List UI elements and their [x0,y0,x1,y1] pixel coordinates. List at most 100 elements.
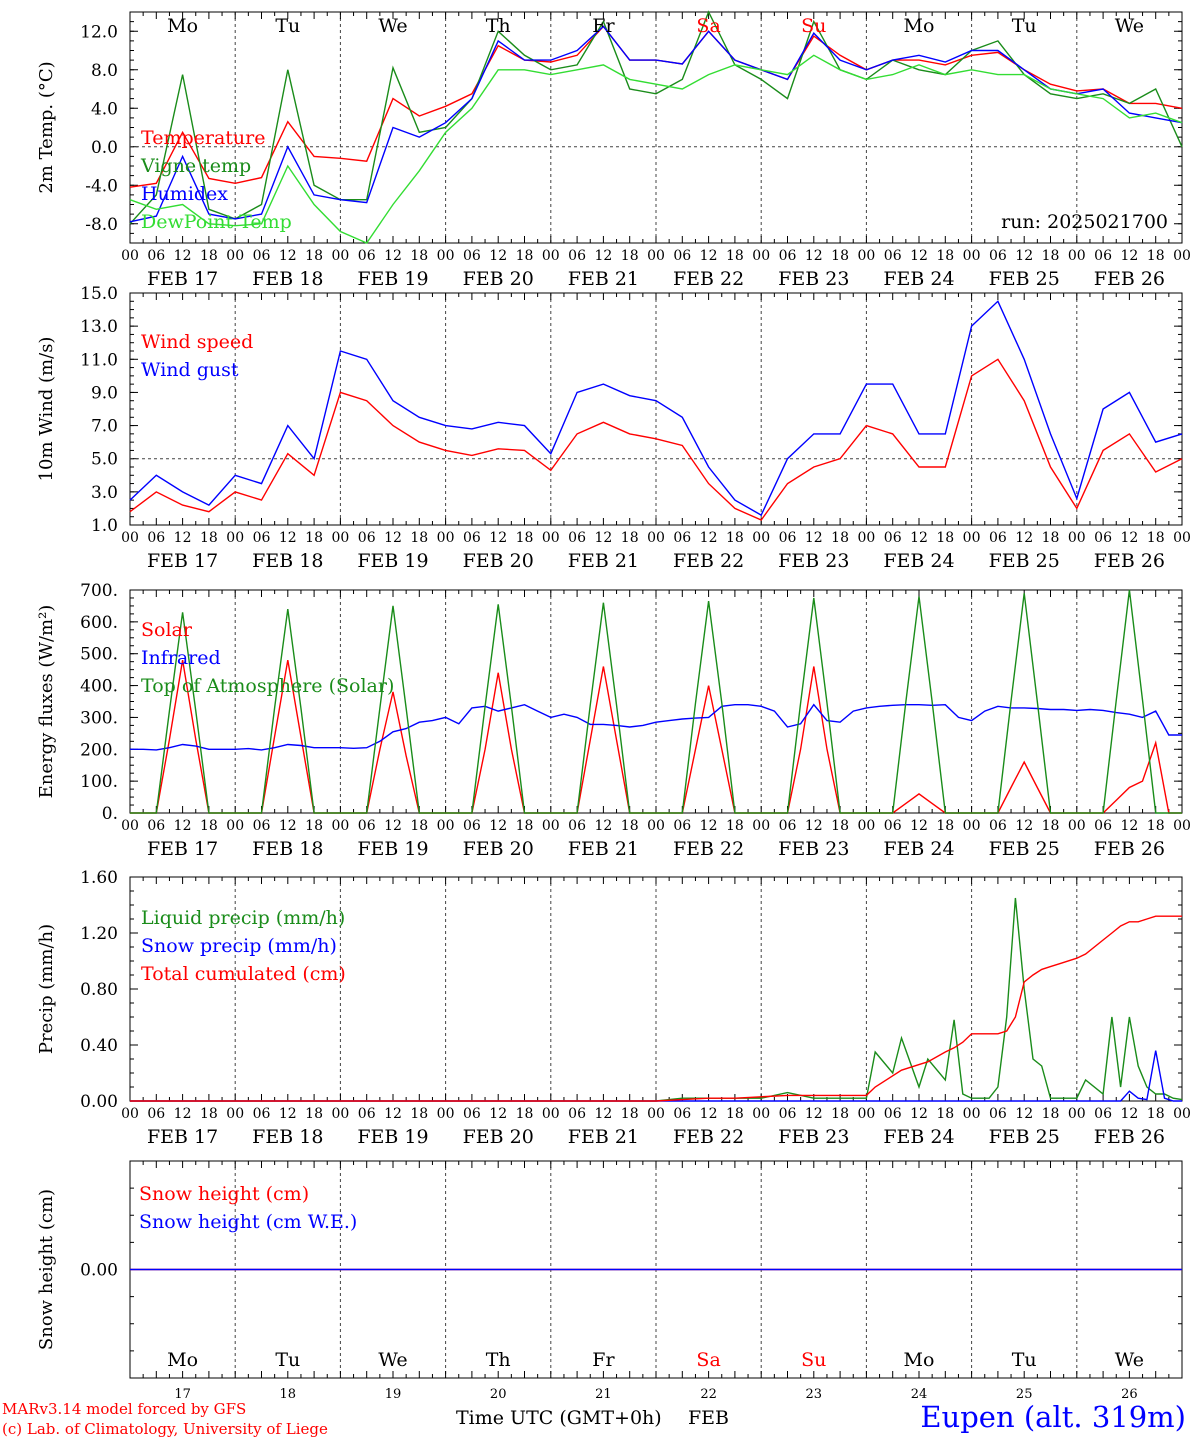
date-label: FEB 23 [778,1126,849,1148]
date-label: FEB 26 [1094,550,1165,572]
date-label: FEB 17 [147,268,218,290]
hour-label: 06 [884,248,902,264]
hour-label: 18 [200,530,218,546]
legend-entry: Total cumulated (cm) [141,963,346,985]
y-tick-label: 7.0 [91,417,118,437]
hour-label: 12 [805,818,823,834]
date-label: FEB 18 [252,550,323,572]
hour-label: 00 [437,818,455,834]
hour-label: 06 [779,1106,797,1122]
legend-entry: Top of Atmosphere (Solar) [141,675,394,697]
date-label: FEB 19 [357,268,428,290]
hour-label: 18 [936,1106,954,1122]
legend-entry: Humidex [141,183,228,205]
hour-label: 18 [305,1106,323,1122]
hour-label: 18 [305,818,323,834]
hour-label: 12 [1120,1106,1138,1122]
date-label: FEB 20 [463,550,534,572]
hour-label: 00 [542,818,560,834]
hour-label: 12 [910,248,928,264]
date-label: FEB 24 [883,268,954,290]
day-name: We [378,15,407,37]
hour-label: 00 [1173,818,1191,834]
date-label: FEB 21 [568,838,639,860]
hour-label: 12 [174,818,192,834]
date-label: FEB 19 [357,550,428,572]
hour-label: 00 [1068,248,1086,264]
day-number: 18 [280,1387,297,1402]
date-label: FEB 24 [883,838,954,860]
y-tick-label: 9.0 [91,383,118,403]
hour-label: 06 [779,248,797,264]
day-number: 19 [385,1387,402,1402]
hour-label: 12 [594,1106,612,1122]
series-line-humidex [129,25,1183,223]
date-label: FEB 18 [252,268,323,290]
hour-label: 18 [831,248,849,264]
hour-label: 18 [936,530,954,546]
day-name: Mo [167,1349,198,1371]
day-number: 20 [490,1387,507,1402]
day-name: Tu [275,1349,300,1371]
hour-label: 00 [1173,530,1191,546]
hour-label: 00 [226,818,244,834]
date-label: FEB 23 [778,838,849,860]
hour-label: 18 [621,818,639,834]
series-line-wind-speed [129,358,1183,521]
y-tick-label: 600. [80,613,118,633]
series-line-wind-gust [129,300,1183,517]
y-tick-label: 5.0 [91,450,118,470]
hour-label: 06 [358,1106,376,1122]
date-label: FEB 26 [1094,268,1165,290]
hour-label: 18 [1042,818,1060,834]
day-name: Sa [696,1349,720,1371]
hour-label: 12 [594,248,612,264]
y-tick-label: 0. [102,804,118,824]
hour-label: 06 [147,248,165,264]
day-name: Tu [275,15,300,37]
lab-credit: (c) Lab. of Climatology, University of L… [2,1420,328,1438]
hour-label: 18 [305,248,323,264]
day-name: Mo [167,15,198,37]
hour-label: 12 [910,1106,928,1122]
hour-label: 12 [594,530,612,546]
hour-label: 18 [831,818,849,834]
hour-label: 06 [253,248,271,264]
hour-label: 00 [331,530,349,546]
hour-label: 06 [253,530,271,546]
hour-label: 06 [1094,1106,1112,1122]
hour-label: 06 [673,530,691,546]
y-tick-label: 4.0 [91,99,118,119]
hour-label: 00 [437,530,455,546]
hour-label: 00 [647,818,665,834]
y-tick-label: 100. [80,772,118,792]
hour-label: 00 [752,248,770,264]
hour-label: 00 [331,1106,349,1122]
hour-label: 12 [174,248,192,264]
hour-label: 12 [910,818,928,834]
date-label: FEB 26 [1094,1126,1165,1148]
hour-label: 18 [516,530,534,546]
hour-label: 18 [1147,248,1165,264]
hour-label: 18 [200,1106,218,1122]
hour-label: 00 [331,818,349,834]
legend-entry: Wind gust [141,359,239,381]
hour-label: 18 [516,248,534,264]
y-tick-label: 500. [80,645,118,665]
hour-label: 00 [857,530,875,546]
hour-label: 06 [673,1106,691,1122]
hour-label: 12 [1015,248,1033,264]
day-name: We [1115,15,1144,37]
hour-label: 06 [358,530,376,546]
hour-label: 06 [358,818,376,834]
hour-label: 00 [963,530,981,546]
hour-label: 06 [147,530,165,546]
hour-label: 00 [121,1106,139,1122]
hour-label: 00 [542,530,560,546]
hour-label: 00 [752,1106,770,1122]
hour-label: 06 [568,1106,586,1122]
hour-label: 12 [700,818,718,834]
hour-label: 12 [279,530,297,546]
hour-label: 18 [936,248,954,264]
hour-label: 00 [437,248,455,264]
